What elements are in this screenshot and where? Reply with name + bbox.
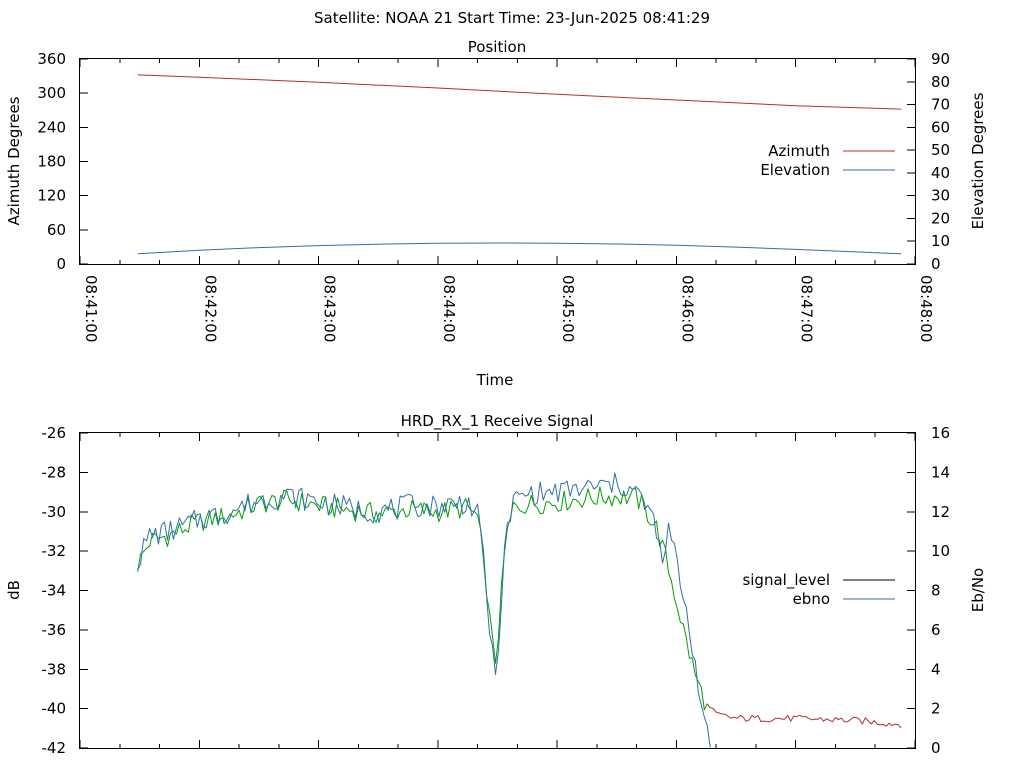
position-x-tick-label: 08:47:00 [798, 275, 816, 342]
position-y2-tick-label: 20 [931, 209, 950, 227]
signal-y-tick-label: -42 [42, 739, 67, 757]
signal-y2-tick-label: 12 [931, 503, 950, 521]
position-x-tick-label: 08:44:00 [440, 275, 458, 342]
signal-y2-tick-label: 4 [931, 660, 941, 678]
series-line-ebno [137, 472, 711, 748]
position-x-tick-label: 08:46:00 [678, 275, 696, 342]
position-y-axis-label: Azimuth Degrees [5, 96, 23, 225]
position-y2-tick-label: 80 [931, 73, 950, 91]
position-chart-title: Position [468, 38, 526, 56]
position-y2-axis-label: Elevation Degrees [969, 92, 987, 229]
position-y2-tick-label: 40 [931, 164, 950, 182]
position-chart: Position Azimuth Degrees Elevation Degre… [5, 38, 987, 389]
signal-y2-tick-label: 14 [931, 463, 950, 481]
position-y-tick-label: 0 [56, 255, 66, 273]
signal-y-tick-label: -40 [42, 700, 67, 718]
signal-y2-tick-label: 16 [931, 424, 950, 442]
signal-y-tick-label: -30 [42, 503, 67, 521]
receive-signal-chart: HRD_RX_1 Receive Signal dB Eb/No -26 -28 -… [5, 412, 987, 757]
signal-y2-tick-label: 8 [931, 582, 941, 600]
series-line-signal-level [137, 486, 708, 711]
legend-label-elevation: Elevation [760, 161, 830, 179]
signal-y-tick-label: -38 [42, 660, 67, 678]
position-y2-tick-label: 50 [931, 141, 950, 159]
position-y2-tick-label: 90 [931, 50, 950, 68]
position-plot-frame [79, 58, 916, 265]
position-x-tick-label: 08:43:00 [321, 275, 339, 342]
series-line-signal-level-no-lock [706, 703, 902, 729]
page-title: Satellite: NOAA 21 Start Time: 23-Jun-20… [314, 9, 710, 27]
signal-y-tick-label: -34 [42, 582, 67, 600]
signal-chart-title: HRD_RX_1 Receive Signal [401, 412, 594, 431]
position-y-tick-label: 120 [37, 187, 66, 205]
series-line-elevation [137, 242, 902, 255]
signal-y-tick-label: -32 [42, 542, 67, 560]
position-y2-tick-label: 70 [931, 96, 950, 114]
position-y2-tick-label: 0 [931, 255, 941, 273]
legend-label-azimuth: Azimuth [768, 142, 830, 160]
signal-plot-frame [79, 432, 916, 749]
position-x-tick-label: 08:48:00 [917, 275, 935, 342]
signal-y2-tick-label: 2 [931, 700, 941, 718]
position-y-tick-label: 300 [37, 84, 66, 102]
series-line-azimuth [137, 74, 902, 110]
legend-label-signal-level: signal_level [742, 571, 830, 590]
position-y-tick-label: 180 [37, 153, 66, 171]
legend-label-ebno: ebno [793, 590, 830, 608]
position-y2-tick-label: 10 [931, 232, 950, 250]
signal-y-axis-label: dB [5, 580, 23, 600]
position-y2-tick-label: 60 [931, 118, 950, 136]
position-x-tick-label: 08:42:00 [201, 275, 219, 342]
signal-y-tick-label: -28 [42, 463, 67, 481]
position-y-tick-label: 60 [47, 221, 66, 239]
position-x-axis-label: Time [476, 371, 514, 389]
position-y-tick-label: 360 [37, 50, 66, 68]
position-y2-tick-label: 30 [931, 187, 950, 205]
signal-y2-tick-label: 6 [931, 621, 941, 639]
signal-y-tick-label: -36 [42, 621, 67, 639]
signal-y2-tick-label: 10 [931, 542, 950, 560]
position-x-tick-label: 08:41:00 [82, 275, 100, 342]
signal-y2-tick-label: 0 [931, 739, 941, 757]
position-y-tick-label: 240 [37, 118, 66, 136]
signal-y2-axis-label: Eb/No [969, 568, 987, 612]
signal-y-tick-label: -26 [42, 424, 67, 442]
position-x-tick-label: 08:45:00 [559, 275, 577, 342]
